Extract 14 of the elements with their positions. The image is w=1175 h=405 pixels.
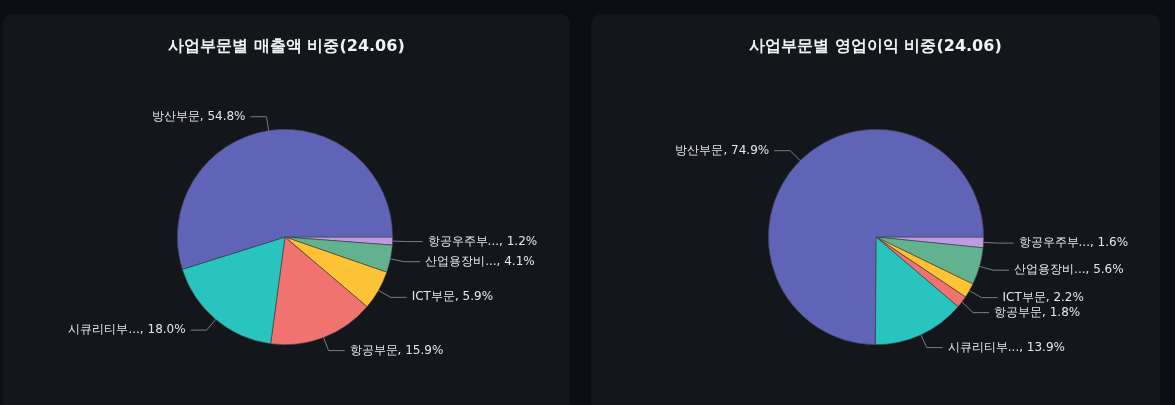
slice-label: ICT부문, 2.2% (1002, 289, 1084, 304)
slice-label: ICT부문, 5.9% (411, 289, 494, 304)
slice-label: 시큐리티부..., 13.9% (947, 339, 1065, 354)
slice-label: 시큐리티부..., 18.0% (68, 322, 186, 337)
slice-label: 항공부문, 15.9% (349, 342, 444, 357)
chart-title: 사업부문별 매출액 비중(24.06) (167, 35, 406, 57)
slice-label: 산업용장비..., 5.6% (1014, 262, 1124, 277)
slice-label: 방산부문, 54.8% (151, 108, 246, 123)
slice-label: 항공우주부..., 1.6% (1018, 235, 1129, 250)
slice-label: 방산부문, 74.9% (675, 142, 770, 157)
slice-label: 산업용장비..., 4.1% (425, 253, 535, 268)
slice-label: 항공부문, 1.8% (994, 304, 1081, 319)
chart-title: 사업부문별 영업이익 비중(24.06) (748, 35, 1003, 57)
slice-label: 항공우주부..., 1.2% (427, 233, 538, 248)
